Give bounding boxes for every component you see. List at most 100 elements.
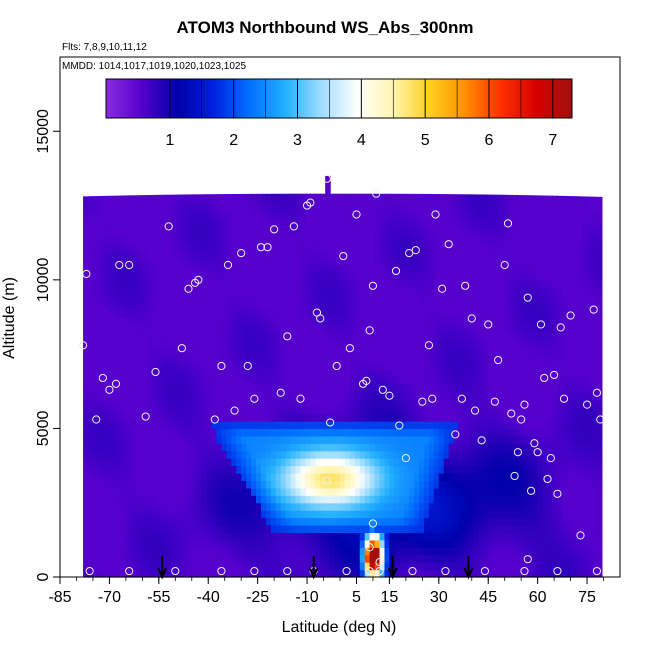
heat-cell: [448, 562, 455, 571]
heat-cell: [527, 443, 534, 452]
heat-cell: [92, 510, 99, 519]
heat-cell: [335, 435, 341, 444]
heat-cell: [493, 510, 499, 519]
heat-cell: [256, 279, 262, 288]
heat-cell: [359, 502, 366, 511]
heat-cell: [325, 331, 331, 340]
heat-cell: [344, 324, 351, 333]
heat-cell: [260, 205, 267, 214]
heat-cell: [404, 361, 410, 370]
heat-cell: [542, 517, 549, 526]
heat-cell: [404, 324, 410, 333]
heat-cell: [330, 391, 336, 400]
heat-cell: [532, 346, 539, 355]
heat-cell: [409, 324, 415, 333]
heat-cell: [226, 265, 232, 274]
heat-cell: [275, 213, 282, 222]
heat-cell: [493, 473, 499, 482]
heat-cell: [364, 257, 371, 266]
heat-cell: [88, 562, 94, 571]
heat-cell: [196, 487, 203, 496]
heat-cell: [414, 324, 420, 333]
heat-cell: [512, 346, 519, 355]
heat-cell: [522, 227, 529, 236]
heat-cell: [132, 250, 139, 259]
heat-cell: [300, 235, 307, 244]
heat-cell: [330, 428, 336, 437]
heat-cell: [275, 346, 282, 355]
heat-cell: [132, 480, 139, 489]
heat-cell: [83, 413, 89, 422]
heat-cell: [167, 473, 173, 482]
heat-cell: [295, 265, 302, 274]
heat-cell: [181, 213, 188, 222]
heat-cell: [97, 196, 104, 199]
heat-cell: [256, 510, 262, 519]
heat-cell: [172, 287, 178, 296]
heat-cell: [251, 324, 257, 333]
heat-cell: [498, 302, 504, 311]
heat-cell: [172, 250, 178, 259]
heat-cell: [231, 346, 237, 355]
heat-cell: [364, 517, 371, 526]
heat-cell: [438, 406, 445, 415]
heat-cell: [517, 517, 524, 526]
heat-cell: [83, 361, 89, 370]
heat-cell: [468, 502, 475, 511]
heat-cell: [270, 376, 277, 385]
heat-cell: [542, 532, 549, 541]
heat-cell: [325, 383, 331, 392]
heat-cell: [473, 317, 479, 326]
heat-cell: [270, 391, 277, 400]
heat-cell: [315, 450, 321, 459]
heat-cell: [453, 473, 460, 482]
heat-cell: [409, 465, 415, 474]
heat-cell: [256, 569, 262, 578]
heat-cell: [340, 465, 346, 474]
heat-cell: [354, 525, 361, 534]
heat-cell: [196, 562, 203, 571]
heat-cell: [379, 413, 386, 422]
heat-cell: [172, 495, 178, 504]
heat-cell: [206, 339, 213, 348]
heat-cell: [453, 510, 460, 519]
heat-cell: [265, 242, 272, 251]
heat-cell: [142, 205, 148, 214]
heat-cell: [92, 302, 99, 311]
heat-cell: [117, 391, 124, 400]
heat-cell: [107, 487, 114, 496]
heat-cell: [364, 279, 371, 288]
heat-cell: [384, 443, 391, 452]
heat-cell: [275, 406, 282, 415]
heat-cell: [295, 443, 302, 452]
heat-cell: [374, 287, 381, 296]
heat-cell: [152, 194, 158, 199]
heat-cell: [186, 383, 193, 392]
heat-cell: [122, 213, 129, 222]
heat-cell: [522, 487, 529, 496]
heat-cell: [88, 354, 94, 363]
heat-cell: [241, 272, 247, 281]
heat-cell: [424, 213, 430, 222]
heat-cell: [181, 532, 188, 541]
heat-cell: [335, 569, 341, 578]
heat-cell: [172, 346, 178, 355]
heat-cell: [92, 198, 99, 207]
heat-cell: [483, 324, 489, 333]
heat-cell: [137, 465, 143, 474]
heat-cell: [102, 473, 109, 482]
heat-cell: [295, 525, 302, 534]
heat-cell: [186, 279, 193, 288]
heat-cell: [122, 539, 129, 548]
heat-cell: [260, 272, 267, 281]
heat-cell: [241, 369, 247, 378]
heat-cell: [176, 302, 183, 311]
heat-cell: [290, 376, 297, 385]
heat-cell: [443, 525, 450, 534]
heat-cell: [280, 354, 287, 363]
heat-cell: [280, 525, 287, 534]
heat-cell: [102, 547, 109, 556]
heat-cell: [340, 213, 346, 222]
heat-cell: [438, 532, 445, 541]
heat-cell: [117, 309, 124, 318]
